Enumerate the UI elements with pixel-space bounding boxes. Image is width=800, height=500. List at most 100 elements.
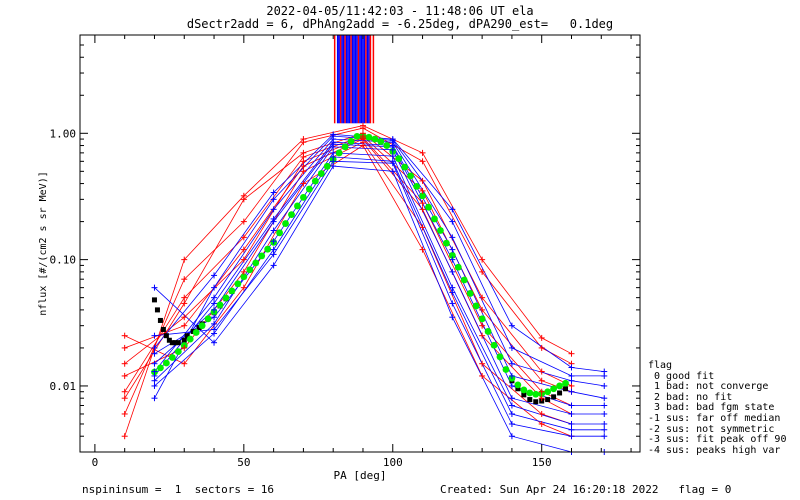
median-point	[545, 397, 551, 403]
median-point	[151, 297, 157, 303]
fit-point	[252, 259, 260, 267]
blue-data-point-marker	[449, 300, 456, 307]
blue-data-point-marker	[449, 234, 456, 241]
blue-data-point-marker	[568, 410, 575, 417]
red-data-point-marker	[419, 224, 426, 231]
fit-point	[317, 170, 325, 177]
median-point	[521, 392, 527, 398]
blue-data-point-marker	[508, 372, 515, 379]
median-point	[154, 307, 160, 313]
red-data-point-marker	[538, 410, 545, 417]
blue-data-point-marker	[568, 364, 575, 371]
fit-point	[395, 155, 403, 163]
legend-item: 3 bad: bad fgm state	[648, 402, 775, 414]
chart-title-line1: 2022-04-05/11:42:03 - 11:48:06 UT ela	[266, 4, 534, 18]
blue-data-point-marker	[270, 189, 277, 196]
blue-data-point-marker	[508, 420, 515, 427]
fit-point	[562, 379, 569, 387]
fit-point	[377, 138, 385, 145]
fit-point	[401, 163, 409, 171]
fit-point	[323, 162, 331, 170]
median-point	[163, 333, 169, 339]
red-series-line	[124, 132, 572, 399]
fit-point	[407, 172, 415, 180]
legend-item: 0 good fit	[648, 370, 715, 382]
x-axis-label: PA [deg]	[334, 469, 387, 482]
blue-data-point-marker	[568, 372, 575, 379]
red-data-point-marker	[181, 360, 188, 367]
blue-data-point-marker	[151, 368, 158, 375]
fit-point	[478, 315, 486, 323]
fit-point	[347, 137, 355, 145]
red-data-point-marker	[181, 294, 188, 301]
fit-point	[300, 193, 307, 201]
fit-point	[472, 302, 480, 310]
red-data-point-marker	[359, 122, 366, 129]
blue-data-point-marker	[211, 320, 218, 327]
median-point	[551, 394, 557, 400]
fit-point	[305, 185, 313, 193]
blue-data-point-marker	[211, 284, 218, 291]
fit-point	[448, 252, 456, 259]
red-data-point-marker	[479, 360, 486, 367]
blue-data-point-marker	[568, 420, 575, 427]
red-data-point-marker	[538, 334, 545, 341]
red-data-point-marker	[479, 332, 486, 339]
y-tick-label: 0.01	[50, 380, 77, 393]
median-point	[160, 326, 166, 332]
fit-point	[544, 388, 552, 396]
blue-data-point-marker	[601, 433, 608, 440]
red-data-point-marker	[538, 395, 545, 402]
fit-point	[454, 263, 462, 271]
fit-point	[240, 273, 248, 281]
plot-frame	[79, 34, 641, 453]
fit-point	[460, 276, 468, 284]
red-series-line	[124, 125, 572, 437]
legend-item: -4 sus: peaks high var	[648, 444, 781, 456]
blue-data-point-marker	[211, 339, 218, 346]
red-data-point-marker	[419, 246, 426, 253]
red-data-point-marker	[121, 388, 128, 395]
red-data-point-marker	[568, 382, 575, 389]
median-point	[196, 325, 202, 331]
fit-point	[258, 252, 266, 260]
fit-point	[198, 322, 206, 330]
red-data-point-marker	[181, 344, 188, 351]
red-data-point-marker	[479, 322, 486, 329]
fit-point	[168, 354, 176, 361]
blue-data-point-marker	[151, 344, 158, 351]
median-point	[175, 340, 181, 346]
fit-point	[264, 245, 272, 253]
y-tick-label: 1.00	[50, 127, 77, 140]
red-data-point-marker	[300, 158, 307, 165]
blue-data-point-marker	[211, 300, 218, 307]
blue-data-point-marker	[508, 382, 515, 389]
median-point	[557, 390, 563, 396]
x-tick-label: 50	[237, 456, 250, 469]
fit-point	[532, 390, 540, 398]
blue-data-point-marker	[270, 246, 277, 253]
red-data-point-marker	[181, 256, 188, 263]
fit-point	[276, 229, 283, 237]
blue-data-point-marker	[601, 368, 608, 375]
fit-point	[216, 301, 224, 309]
blue-series-line	[154, 152, 605, 425]
fit-point	[431, 215, 438, 223]
blue-data-point-marker	[270, 218, 277, 225]
red-data-point-marker	[300, 168, 307, 175]
blue-data-point-marker	[211, 330, 218, 337]
chart-title-line2: dSectr2add = 6, dPhAng2add = -6.25deg, d…	[186, 17, 614, 31]
blue-data-point-marker	[270, 262, 277, 269]
fit-point	[204, 315, 212, 323]
red-data-point-marker	[240, 218, 247, 225]
red-data-point-marker	[538, 420, 545, 427]
blue-data-point-marker	[601, 410, 608, 417]
median-point	[169, 340, 175, 346]
blue-data-point-marker	[330, 163, 337, 170]
red-data-point-marker	[538, 388, 545, 395]
blue-data-point-marker	[568, 426, 575, 433]
red-data-point-marker	[419, 187, 426, 194]
fit-point	[526, 389, 534, 397]
median-point	[563, 386, 569, 392]
red-data-point-marker	[121, 332, 128, 339]
